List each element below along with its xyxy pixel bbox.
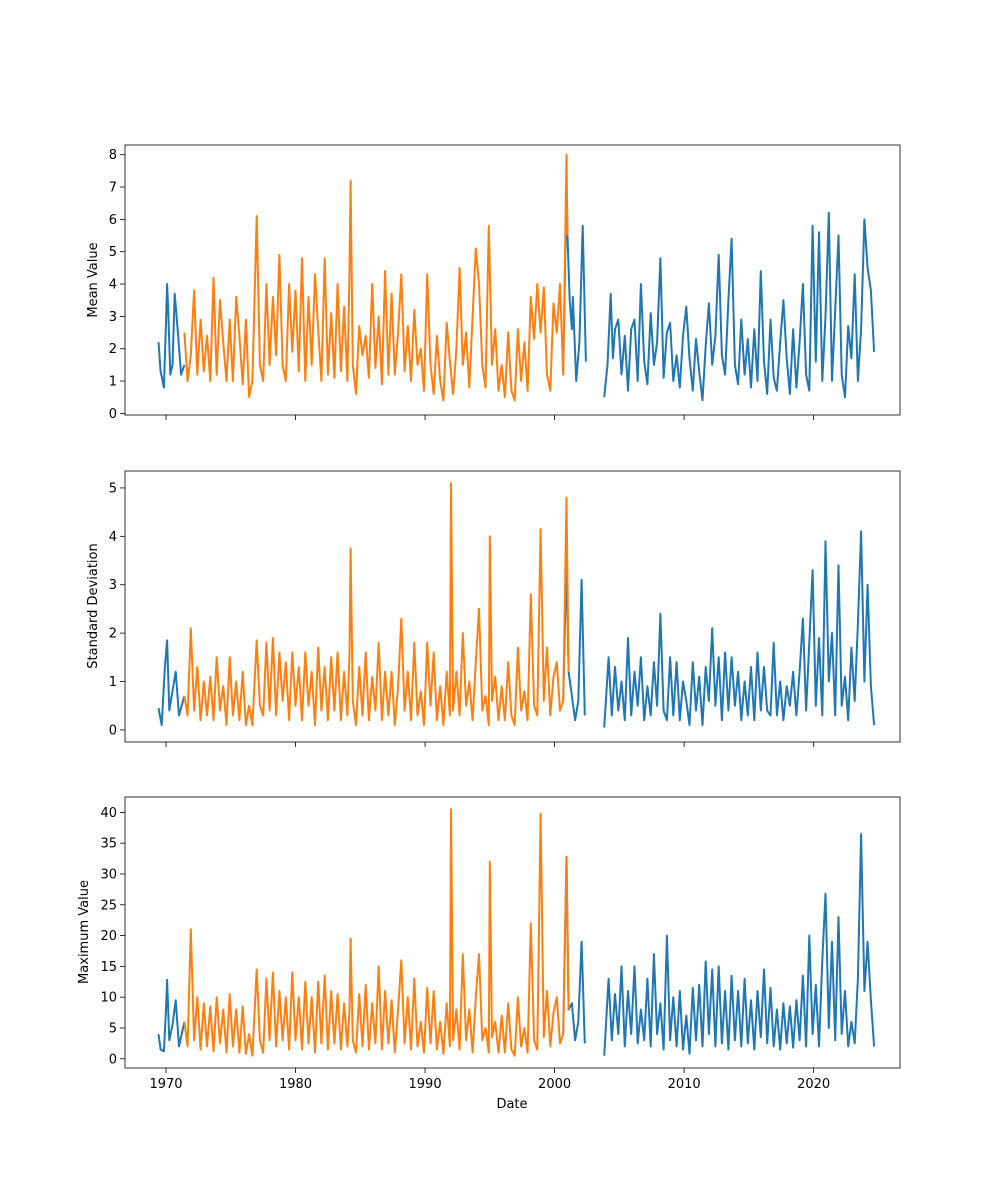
standard-deviation-series-1-segment-1-line — [157, 639, 186, 727]
standard-deviation-y-axis-label: Standard Deviation — [86, 543, 101, 668]
maximum-value-x-axis-label: Date — [496, 1097, 527, 1112]
maximum-value-x-ticks: 1970 1980 1990 2000 2010 2020 — [149, 1068, 830, 1092]
mean-value-y-tick-label: 2 — [109, 342, 117, 357]
maximum-value-y-tick-label: 35 — [100, 837, 117, 852]
mean-value-y-axis-label: Mean Value — [86, 242, 101, 317]
maximum-value-x-tick-label: 2020 — [797, 1077, 830, 1092]
maximum-value-y-tick-label: 15 — [100, 960, 117, 975]
mean-value-y-tick-label: 1 — [109, 375, 117, 390]
standard-deviation-y-tick-label: 4 — [109, 530, 117, 545]
standard-deviation-series — [157, 482, 876, 728]
mean-value-y-tick-label: 0 — [109, 407, 117, 422]
maximum-value-y-axis-label: Maximum Value — [77, 880, 92, 984]
maximum-value-series — [157, 808, 876, 1057]
maximum-value-panel: 0 5 10 15 20 25 30 35 40 1970 1980 1990 2000 2010 202… — [77, 796, 901, 1112]
mean-value-y-ticks: 0 1 2 3 4 5 6 7 8 — [109, 148, 125, 422]
mean-value-series-2-segment-1-line — [183, 153, 569, 402]
standard-deviation-axes-frame — [124, 470, 901, 743]
maximum-value-y-tick-label: 40 — [100, 806, 117, 821]
standard-deviation-y-ticks: 0 1 2 3 4 5 — [109, 481, 125, 738]
maximum-value-y-tick-label: 10 — [100, 991, 117, 1006]
standard-deviation-series-1-segment-3-line — [603, 530, 876, 728]
maximum-value-series-1-segment-3-line — [603, 833, 876, 1056]
maximum-value-y-ticks: 0 5 10 15 20 25 30 35 40 — [100, 806, 125, 1067]
standard-deviation-y-tick-label: 0 — [109, 723, 117, 738]
standard-deviation-x-ticks — [165, 742, 815, 747]
maximum-value-y-tick-label: 30 — [100, 867, 117, 882]
maximum-value-x-tick-label: 1990 — [409, 1077, 442, 1092]
maximum-value-y-tick-label: 0 — [109, 1052, 117, 1067]
maximum-value-x-tick-label: 2000 — [538, 1077, 571, 1092]
standard-deviation-series-2-segment-1-line — [183, 482, 570, 727]
standard-deviation-y-tick-label: 5 — [109, 481, 117, 496]
maximum-value-y-tick-label: 5 — [109, 1021, 117, 1036]
maximum-value-x-tick-label: 1970 — [149, 1077, 182, 1092]
standard-deviation-y-tick-label: 3 — [109, 578, 117, 593]
standard-deviation-y-tick-label: 1 — [109, 675, 117, 690]
mean-value-series-1-segment-1-line — [157, 283, 186, 389]
mean-value-y-tick-label: 6 — [109, 213, 117, 228]
mean-value-series-1-segment-3-line — [603, 211, 876, 402]
mean-value-y-tick-label: 5 — [109, 245, 117, 260]
maximum-value-y-tick-label: 25 — [100, 898, 117, 913]
mean-value-axes-frame — [124, 144, 901, 416]
mean-value-panel: 0 1 2 3 4 5 6 7 8 Mean Value — [86, 144, 901, 422]
maximum-value-axes-frame — [124, 796, 901, 1069]
mean-value-x-ticks — [165, 415, 815, 420]
standard-deviation-y-tick-label: 2 — [109, 627, 117, 642]
standard-deviation-panel: 0 1 2 3 4 5 Standard Deviation — [86, 470, 901, 747]
mean-value-y-tick-label: 3 — [109, 310, 117, 325]
mean-value-y-tick-label: 8 — [109, 148, 117, 163]
maximum-value-series-1-segment-1-line — [157, 978, 186, 1053]
maximum-value-series-2-segment-1-line — [183, 808, 570, 1057]
mean-value-y-tick-label: 7 — [109, 181, 117, 196]
maximum-value-x-tick-label: 1980 — [279, 1077, 312, 1092]
mean-value-y-tick-label: 4 — [109, 278, 117, 293]
maximum-value-y-tick-label: 20 — [100, 929, 117, 944]
maximum-value-x-tick-label: 2010 — [668, 1077, 701, 1092]
mean-value-series — [157, 153, 876, 402]
